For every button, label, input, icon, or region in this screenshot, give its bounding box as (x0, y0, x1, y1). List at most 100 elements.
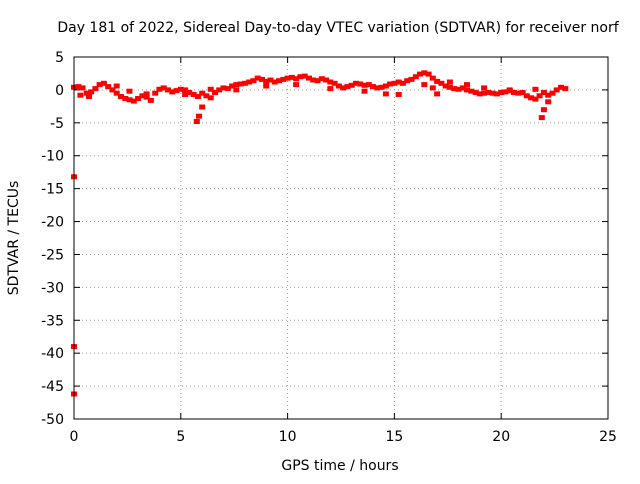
data-point (318, 76, 325, 82)
data-point (502, 89, 509, 95)
data-point (498, 90, 505, 95)
data-point (489, 90, 496, 96)
data-point (434, 91, 441, 97)
y-tick-label: -25 (41, 247, 64, 263)
data-point (233, 82, 240, 88)
data-point (476, 91, 483, 97)
data-point (540, 107, 547, 113)
data-point (545, 92, 552, 98)
data-point (207, 95, 214, 101)
data-point (263, 83, 270, 89)
data-point (532, 96, 539, 102)
y-tick-label: -40 (41, 346, 64, 362)
data-point (190, 92, 197, 97)
data-point (203, 93, 210, 99)
data-point (173, 88, 180, 94)
x-tick-label: 25 (599, 429, 617, 445)
data-point (515, 90, 522, 96)
chart-title: Day 181 of 2022, Sidereal Day-to-day VTE… (57, 20, 619, 36)
data-point (143, 94, 150, 100)
data-point (459, 85, 466, 91)
data-point (207, 86, 214, 92)
data-point (421, 82, 428, 88)
data-point (464, 82, 470, 88)
data-point (399, 80, 406, 86)
data-point (199, 104, 206, 110)
data-point (464, 87, 470, 93)
data-point (196, 113, 202, 119)
data-point (481, 85, 488, 91)
x-tick-label: 20 (492, 429, 510, 445)
data-point (314, 78, 321, 84)
data-point (83, 90, 90, 96)
y-tick-label: -45 (41, 379, 64, 395)
data-point (523, 93, 530, 99)
data-point (331, 80, 338, 86)
y-tick-label: -35 (41, 313, 64, 329)
data-point (335, 83, 342, 89)
data-point (109, 87, 116, 93)
data-point (156, 86, 163, 92)
data-point (323, 77, 329, 83)
data-point (254, 75, 261, 81)
data-point (382, 91, 389, 97)
data-point (511, 90, 517, 95)
data-point (540, 90, 547, 95)
data-point (86, 94, 92, 99)
data-point (374, 85, 381, 91)
grid (74, 57, 608, 419)
y-tick-label: -20 (41, 215, 64, 231)
data-point (199, 90, 206, 96)
data-point (75, 84, 82, 90)
data-point (553, 87, 560, 93)
data-point (481, 90, 488, 96)
data-point (442, 83, 449, 89)
x-tick-label: 0 (70, 429, 79, 445)
data-point (451, 86, 458, 92)
x-axis-label: GPS time / hours (281, 458, 398, 474)
data-point (429, 75, 436, 81)
data-point (562, 86, 569, 92)
data-point (105, 84, 112, 90)
data-point (545, 99, 552, 105)
data-point (165, 87, 171, 93)
data-point (147, 97, 154, 103)
data-point (348, 82, 355, 88)
data-point (271, 79, 278, 85)
data-point (267, 77, 274, 83)
data-point (152, 90, 159, 96)
data-point (387, 81, 394, 87)
x-tick-label: 10 (279, 429, 297, 445)
data-point (193, 119, 200, 124)
x-tick-label: 15 (385, 429, 403, 445)
data-point (113, 83, 120, 89)
y-tick-label: -30 (41, 280, 64, 296)
data-point (353, 80, 359, 86)
data-point (408, 76, 415, 82)
data-point (280, 76, 287, 82)
data-point (532, 86, 539, 92)
y-tick-label: 5 (55, 50, 64, 66)
data-point (429, 85, 436, 91)
data-point (519, 90, 526, 95)
data-point (139, 93, 146, 99)
data-points (71, 70, 569, 397)
data-point (528, 95, 535, 101)
y-axis-label: SDTVAR / TECUs (6, 181, 22, 296)
data-point (538, 115, 545, 121)
data-point (241, 80, 248, 86)
data-point (340, 85, 347, 91)
data-point (310, 77, 317, 83)
data-point (237, 81, 244, 87)
axis-ticks: 0 5 10 15 20 25 5 0 -5 -10 -15 -20 -25 -30 -35 -40 -45 -5… (41, 50, 617, 445)
y-tick-label: -5 (50, 116, 64, 132)
data-point (177, 86, 184, 92)
data-point (229, 83, 236, 89)
data-point (446, 84, 453, 90)
data-point (263, 78, 270, 84)
data-point (79, 85, 86, 91)
data-point (382, 83, 389, 89)
x-tick-label: 5 (176, 429, 185, 445)
data-point (425, 71, 432, 77)
